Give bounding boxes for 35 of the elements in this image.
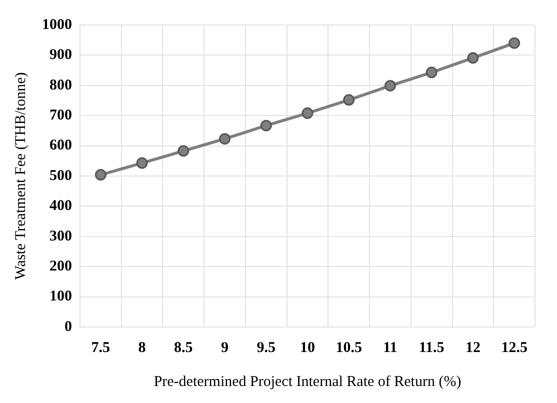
point xyxy=(426,66,438,78)
x-tick-label: 12 xyxy=(465,340,480,356)
point xyxy=(384,80,396,92)
x-tick-label: 8 xyxy=(138,340,146,356)
x-tick-label: 8.5 xyxy=(174,340,193,356)
point xyxy=(343,94,355,106)
y-tick-label: 200 xyxy=(50,258,72,274)
y-tick-label: 900 xyxy=(50,47,72,64)
x-tick-label: 10 xyxy=(300,340,315,356)
point xyxy=(302,107,314,119)
x-tick-label: 11 xyxy=(383,340,398,356)
x-tick-label: 11.5 xyxy=(418,340,444,356)
y-tick-label: 600 xyxy=(50,138,72,154)
y-tick-label: 100 xyxy=(50,288,72,305)
y-tick-label: 500 xyxy=(50,168,72,184)
point xyxy=(260,120,272,132)
x-tick-label: 7.5 xyxy=(91,340,110,356)
point xyxy=(467,52,479,64)
y-tick-label: 700 xyxy=(50,107,72,124)
point xyxy=(508,37,520,49)
y-tick-label: 0 xyxy=(64,318,72,335)
point xyxy=(219,133,231,145)
x-tick-label: 9.5 xyxy=(256,340,276,356)
x-tick-label: 10.5 xyxy=(336,340,362,356)
point xyxy=(178,145,190,157)
y-axis-title: Waste Treatment Fee (THB/tonne) xyxy=(12,72,29,280)
x-tick-label: 9 xyxy=(221,340,229,356)
y-tick-label: 1000 xyxy=(42,16,72,33)
x-tick-label: 12.5 xyxy=(501,340,528,356)
point xyxy=(94,169,106,181)
y-tick-label: 300 xyxy=(50,228,72,244)
y-tick-label: 400 xyxy=(50,198,72,214)
x-axis-title: Pre-determined Project Internal Rate of Return (%) xyxy=(154,374,462,390)
point xyxy=(136,157,148,169)
y-tick-label: 800 xyxy=(50,77,72,94)
